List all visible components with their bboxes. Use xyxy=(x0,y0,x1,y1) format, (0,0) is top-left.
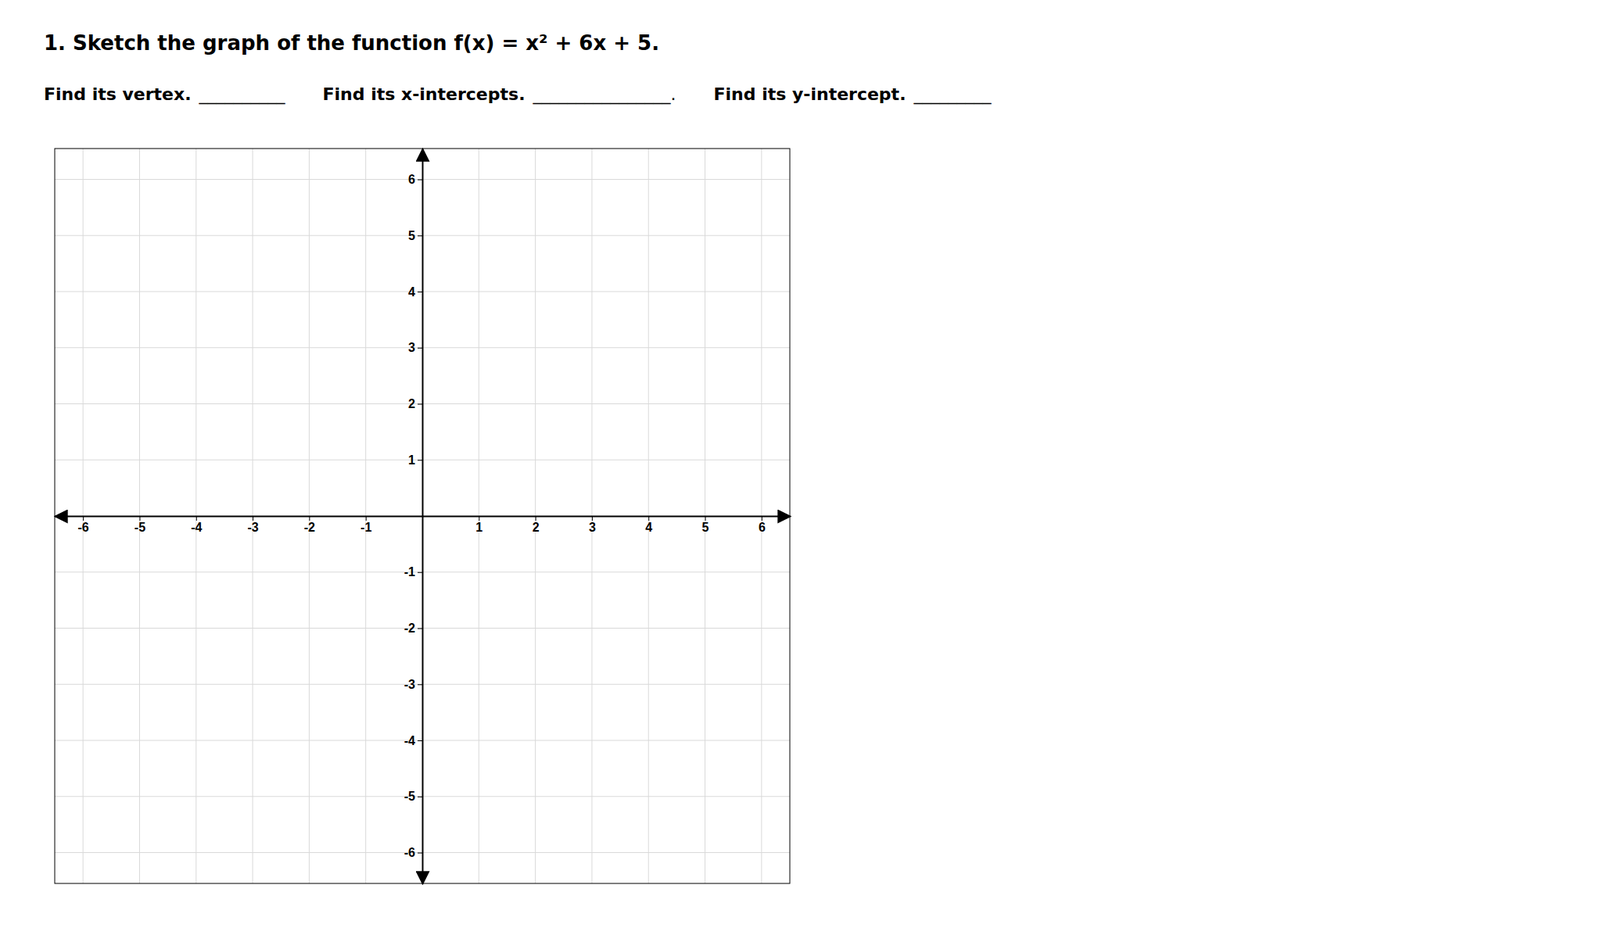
tick-mark xyxy=(252,516,254,521)
tick-label: 3 xyxy=(588,520,596,535)
tick-mark xyxy=(417,572,423,574)
tick-mark xyxy=(417,796,423,798)
tick: 2 xyxy=(408,397,423,411)
tick-mark xyxy=(417,853,423,854)
tick-mark xyxy=(417,459,423,461)
tick: 5 xyxy=(702,516,710,535)
tick-label: 4 xyxy=(645,520,653,535)
tick-label: -5 xyxy=(404,789,416,804)
tick: 4 xyxy=(408,285,423,299)
tick: 6 xyxy=(758,516,766,535)
tick: -3 xyxy=(404,678,423,692)
tick-mark xyxy=(417,740,423,742)
tick-label: 3 xyxy=(408,340,416,355)
tick-mark xyxy=(417,291,423,293)
tick: -2 xyxy=(404,621,423,635)
plot-area xyxy=(54,148,790,884)
tick-label: 1 xyxy=(408,453,416,467)
tick-label: -4 xyxy=(190,520,202,535)
tick: 6 xyxy=(408,172,423,187)
tick-label: 1 xyxy=(475,520,483,535)
tick-mark xyxy=(417,235,423,237)
y-axis: -6 -5 -4 -3 -2 -1 1 2 3 4 5 6 xyxy=(404,149,424,885)
tick: -4 xyxy=(404,734,423,748)
tick: 3 xyxy=(588,516,596,535)
tick: 1 xyxy=(408,453,423,467)
title: 1. Sketch the graph of the function f(x)… xyxy=(43,31,660,55)
tick-mark xyxy=(417,684,423,686)
tick-label: -4 xyxy=(404,734,416,748)
annotation: Find its vertex. xyxy=(43,84,192,105)
axis-line xyxy=(422,149,424,885)
tick-label: 5 xyxy=(408,229,416,243)
annotation: __________ xyxy=(198,84,287,105)
plot-frame xyxy=(54,148,790,884)
tick-label: 5 xyxy=(702,520,710,535)
tick: 3 xyxy=(408,340,423,355)
tick: -3 xyxy=(247,516,259,535)
tick: 5 xyxy=(408,229,423,243)
annotation: ________________. xyxy=(532,84,677,105)
tick: -1 xyxy=(404,565,423,579)
tick: -6 xyxy=(404,846,423,860)
annotation: Find its y-intercept. xyxy=(713,84,907,105)
tick-mark xyxy=(139,516,140,521)
tick: -5 xyxy=(404,789,423,804)
tick-mark xyxy=(705,516,707,521)
tick-mark xyxy=(648,516,650,521)
tick-label: -3 xyxy=(247,520,259,535)
tick-mark xyxy=(417,347,423,349)
tick-label: -1 xyxy=(360,520,372,535)
tick-label: 6 xyxy=(408,172,416,187)
tick-label: 2 xyxy=(532,520,540,535)
tick-mark xyxy=(591,516,593,521)
tick-mark xyxy=(308,516,310,521)
chart-root: 1. Sketch the graph of the function f(x)… xyxy=(0,0,1600,928)
tick-label: -6 xyxy=(78,520,90,535)
annotation: Find its x-intercepts. xyxy=(322,84,526,105)
tick-mark xyxy=(535,516,537,521)
tick-mark xyxy=(365,516,367,521)
tick: 1 xyxy=(475,516,483,535)
tick-label: 4 xyxy=(408,285,416,299)
tick: 2 xyxy=(532,516,540,535)
tick-label: 2 xyxy=(408,397,416,411)
tick-label: -2 xyxy=(304,520,316,535)
tick-label: -2 xyxy=(404,621,416,635)
tick: -6 xyxy=(78,516,90,535)
tick: -2 xyxy=(304,516,316,535)
tick: -1 xyxy=(360,516,372,535)
tick-mark xyxy=(761,516,763,521)
tick-mark xyxy=(82,516,84,521)
tick: -4 xyxy=(190,516,202,535)
tick-label: -6 xyxy=(404,846,416,860)
tick-mark xyxy=(196,516,198,521)
annotation: _________ xyxy=(913,84,993,105)
tick-mark xyxy=(417,628,423,630)
tick: -5 xyxy=(134,516,146,535)
tick-mark xyxy=(478,516,480,521)
tick: 4 xyxy=(645,516,653,535)
tick-label: -5 xyxy=(134,520,146,535)
tick-mark xyxy=(417,179,423,180)
tick-mark xyxy=(417,403,423,405)
tick-label: -3 xyxy=(404,678,416,692)
tick-label: 6 xyxy=(758,520,766,535)
tick-label: -1 xyxy=(404,565,416,579)
